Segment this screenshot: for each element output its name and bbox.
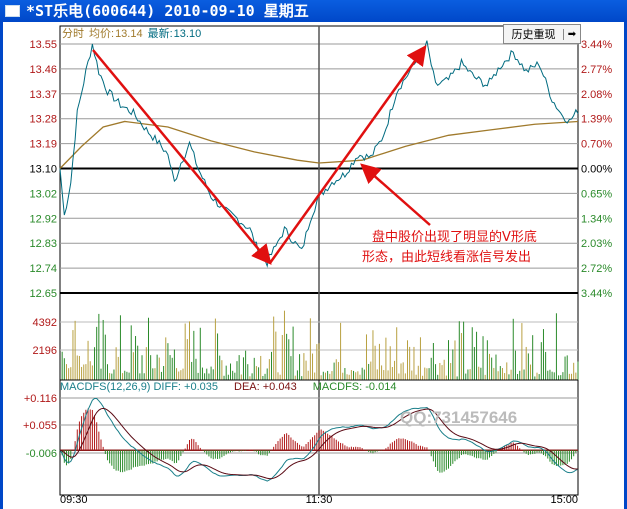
percent-tick-label: 0.70% <box>581 139 612 151</box>
price-tick-label: 12.74 <box>29 263 57 275</box>
macd-tick-label: -0.006 <box>26 448 57 460</box>
price-tick-label: 12.83 <box>29 238 57 250</box>
header-mode: 分时 <box>62 27 84 40</box>
price-tick-label: 13.46 <box>29 64 57 76</box>
watermark: QQ:731457646 <box>400 408 517 427</box>
price-tick-label: 13.28 <box>29 114 57 126</box>
title-bar: *ST乐电(600644) 2010-09-10 星期五 <box>0 0 627 22</box>
annotation-line-1: 盘中股价出现了明显的V形底 <box>372 229 537 245</box>
arrow-right-icon: ➡ <box>563 28 580 40</box>
annotation-arrow <box>268 44 427 264</box>
window-title: *ST乐电(600644) 2010-09-10 星期五 <box>26 2 309 20</box>
header-last_value: 13.10 <box>174 28 202 40</box>
header-last_label: 最新: <box>148 26 173 40</box>
macd-title-label: MACDFS(12,26,9) <box>60 381 150 393</box>
header-avg_label: 均价: <box>89 27 114 40</box>
volume-tick-label: 4392 <box>33 317 57 329</box>
percent-tick-label: 3.44% <box>581 288 612 300</box>
window-icon <box>5 5 20 17</box>
price-tick-label: 13.10 <box>29 164 57 176</box>
annotation-arrow <box>360 163 431 226</box>
percent-tick-label: 2.72% <box>581 263 612 275</box>
volume-tick-label: 2196 <box>33 345 57 357</box>
history-replay-label: 历史重现 <box>511 28 556 41</box>
macd-tick-label: +0.116 <box>24 393 57 405</box>
annotation-arrow <box>92 49 272 265</box>
price-tick-label: 13.55 <box>29 39 57 51</box>
macd-diff-label: DIFF: +0.035 <box>153 381 218 393</box>
macd-macdfs-label: MACDFS: -0.014 <box>313 381 397 393</box>
time-tick-label: 11:30 <box>306 494 333 506</box>
dea-line <box>59 407 579 480</box>
time-tick-label: 15:00 <box>550 494 578 506</box>
percent-tick-label: 2.08% <box>581 89 612 101</box>
percent-tick-label: 3.44% <box>581 39 612 51</box>
price-tick-label: 12.65 <box>29 288 57 300</box>
window-frame <box>0 22 627 509</box>
percent-tick-label: 0.00% <box>581 164 612 176</box>
price-tick-label: 13.19 <box>29 139 57 151</box>
percent-tick-label: 1.39% <box>581 114 612 126</box>
average-price-line <box>59 120 579 169</box>
percent-tick-label: 2.03% <box>581 238 612 250</box>
header-avg_value: 13.14 <box>115 28 143 40</box>
percent-tick-label: 2.77% <box>581 64 612 76</box>
diff-line <box>59 397 579 482</box>
percent-tick-label: 1.34% <box>581 213 612 225</box>
annotation-line-2: 形态，由此短线看涨信号发出 <box>362 249 531 265</box>
history-replay-button[interactable]: 历史重现 ➡ <box>503 24 581 44</box>
price-tick-label: 13.02 <box>29 188 57 200</box>
macd-tick-label: +0.055 <box>23 420 57 432</box>
percent-tick-label: 0.65% <box>581 188 612 200</box>
macd-dea-label: DEA: +0.043 <box>234 381 297 393</box>
time-tick-label: 09:30 <box>60 494 88 506</box>
price-tick-label: 13.37 <box>29 89 57 101</box>
price-tick-label: 12.92 <box>29 213 57 225</box>
